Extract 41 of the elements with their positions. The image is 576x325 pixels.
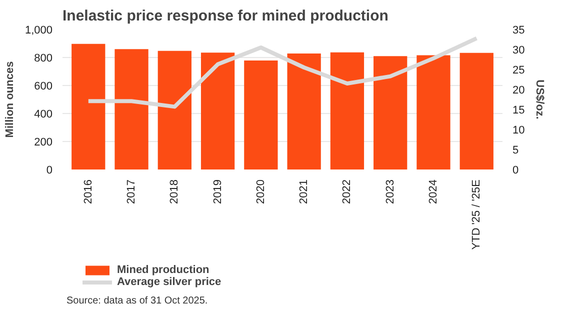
y2-tick-label: 25: [512, 64, 525, 76]
y2-tick-label: 0: [512, 164, 519, 176]
x-tick-label: 2021: [298, 179, 310, 204]
bar: [114, 49, 148, 170]
y2-tick-label: 35: [512, 24, 525, 36]
x-tick-label: 2017: [126, 179, 138, 204]
chart-title: Inelastic price response for mined production: [62, 8, 388, 24]
y-tick-label: 0: [46, 164, 53, 176]
line-series: [86, 36, 479, 109]
y2-axis-title: US$/oz.: [534, 80, 546, 120]
y-tick-label: 400: [34, 108, 53, 120]
y-tick-label: 200: [34, 136, 53, 148]
y2-tick-label: 30: [512, 44, 525, 56]
x-tick-label: 2016: [82, 179, 94, 204]
legend-label: Average silver price: [117, 276, 222, 288]
bar: [460, 52, 494, 170]
x-tick-label: YTD '25 / '25E: [470, 180, 483, 250]
y2-tick-label: 20: [512, 84, 525, 96]
y-tick-label: 600: [34, 80, 53, 92]
y-axis-title: Million ounces: [4, 61, 16, 138]
x-tick-label: 2022: [341, 179, 354, 204]
y2-tick-label: 15: [512, 104, 525, 116]
source-note: Source: data as of 31 Oct 2025.: [66, 296, 208, 306]
x-tick-label: 2019: [212, 179, 224, 204]
x-tick-label: 2020: [254, 179, 267, 204]
x-tick-label: 2018: [168, 179, 181, 204]
x-tick-label: 2024: [427, 179, 440, 204]
bar: [200, 52, 235, 170]
bar: [244, 60, 278, 170]
bar: [374, 56, 408, 170]
y2-tick-label: 10: [512, 124, 525, 136]
y-tick-label: 800: [34, 52, 53, 64]
bar: [158, 50, 192, 170]
bar: [287, 53, 321, 170]
legend-label: Mined production: [117, 264, 210, 276]
bar: [72, 44, 106, 170]
y2-tick-label: 5: [512, 144, 519, 156]
bar: [330, 52, 364, 170]
y-tick-label: 1,000: [24, 24, 53, 36]
x-tick-label: 2023: [384, 179, 396, 204]
bar: [416, 55, 450, 170]
